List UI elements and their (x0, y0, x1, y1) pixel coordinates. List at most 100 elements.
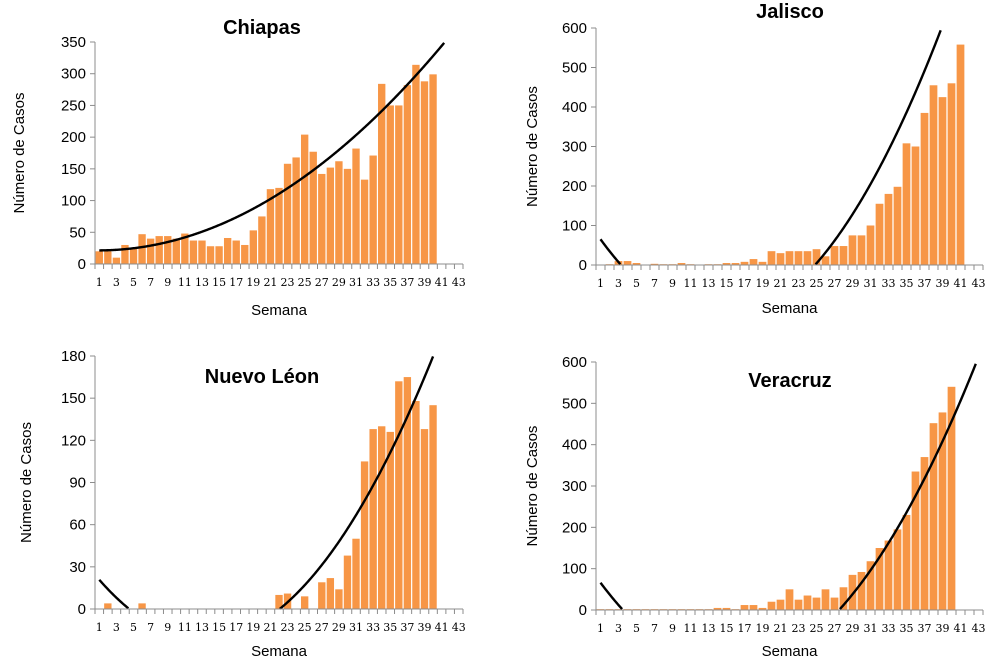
y-tick-label: 100 (562, 218, 587, 235)
y-tick-label: 0 (78, 601, 86, 618)
x-tick-label: 19 (246, 276, 260, 289)
bar (911, 146, 920, 265)
bar (121, 244, 129, 264)
y-tick-label: 200 (562, 178, 587, 195)
x-tick-label: 39 (936, 622, 950, 635)
bar (352, 148, 360, 264)
x-tick-label: 41 (435, 621, 449, 634)
bar (821, 256, 830, 265)
bar (266, 189, 275, 264)
bar (360, 461, 369, 609)
x-tick-label: 35 (900, 622, 914, 635)
bar (920, 457, 929, 610)
x-axis-label: Semana (762, 300, 819, 317)
chart-title: Veracruz (748, 370, 831, 392)
bar (767, 601, 776, 610)
y-axis-label: Número de Casos (524, 426, 541, 547)
x-tick-label: 7 (651, 277, 658, 290)
trendline (599, 363, 977, 610)
x-tick-label: 5 (633, 277, 640, 290)
x-tick-label: 41 (435, 276, 449, 289)
chart-title: Chiapas (223, 17, 301, 39)
x-tick-label: 37 (918, 622, 932, 635)
y-tick-label: 0 (579, 602, 587, 619)
y-tick-label: 250 (61, 97, 86, 114)
y-tick-label: 500 (562, 395, 587, 412)
x-tick-label: 27 (828, 277, 842, 290)
x-tick-label: 19 (756, 622, 770, 635)
x-tick-label: 23 (281, 621, 295, 634)
bar (318, 173, 326, 264)
bar (911, 471, 920, 610)
y-axis-label: Número de Casos (524, 86, 541, 207)
bar (821, 589, 830, 610)
x-tick-label: 17 (738, 622, 752, 635)
x-tick-label: 21 (774, 622, 788, 635)
x-tick-label: 31 (864, 277, 878, 290)
bar (722, 263, 731, 265)
bar (258, 216, 266, 264)
bar (138, 234, 146, 264)
bar (164, 236, 172, 264)
bar (650, 263, 659, 265)
x-tick-label: 11 (178, 621, 192, 634)
bar (309, 151, 317, 264)
chart-title: Jalisco (756, 1, 824, 23)
bar (830, 597, 839, 610)
chart-title: Nuevo Léon (205, 366, 319, 388)
x-tick-label: 27 (315, 621, 329, 634)
x-tick-label: 33 (882, 622, 896, 635)
x-tick-label: 33 (366, 276, 380, 289)
y-tick-label: 350 (61, 34, 86, 51)
bar (412, 400, 420, 609)
x-tick-label: 21 (774, 277, 788, 290)
bar (395, 105, 403, 265)
x-tick-label: 11 (684, 277, 698, 290)
x-tick-label: 5 (130, 621, 137, 634)
y-tick-label: 0 (78, 256, 86, 273)
bar (378, 426, 386, 609)
y-tick-label: 200 (562, 519, 587, 536)
x-tick-label: 39 (936, 277, 950, 290)
x-tick-label: 23 (792, 622, 806, 635)
x-tick-label: 7 (651, 622, 658, 635)
x-tick-label: 43 (452, 276, 466, 289)
x-tick-label: 25 (298, 621, 312, 634)
x-tick-label: 1 (96, 621, 103, 634)
x-tick-label: 29 (846, 277, 860, 290)
bar (929, 423, 938, 610)
bar (104, 603, 112, 609)
bar (803, 251, 812, 265)
bar (429, 405, 437, 609)
bar (812, 249, 821, 265)
bar (803, 595, 812, 610)
x-tick-label: 7 (147, 276, 154, 289)
y-tick-label: 180 (61, 348, 86, 365)
x-tick-label: 13 (702, 622, 716, 635)
y-tick-label: 150 (61, 161, 86, 178)
bar (275, 187, 283, 264)
x-tick-label: 15 (212, 276, 226, 289)
bar (189, 240, 198, 264)
bar (335, 161, 343, 264)
bar (335, 589, 343, 609)
bar (947, 83, 956, 265)
x-tick-label: 11 (684, 622, 698, 635)
x-tick-label: 3 (113, 276, 120, 289)
bar (839, 246, 848, 265)
bar (403, 377, 412, 609)
x-tick-label: 19 (756, 277, 770, 290)
x-tick-label: 39 (417, 621, 431, 634)
x-tick-label: 35 (383, 276, 397, 289)
x-tick-label: 11 (178, 276, 192, 289)
trendline (99, 42, 446, 252)
bar (386, 105, 394, 265)
x-tick-label: 17 (229, 621, 243, 634)
bar (232, 240, 240, 264)
bar (386, 431, 394, 609)
x-tick-label: 27 (828, 622, 842, 635)
bar (275, 594, 283, 609)
